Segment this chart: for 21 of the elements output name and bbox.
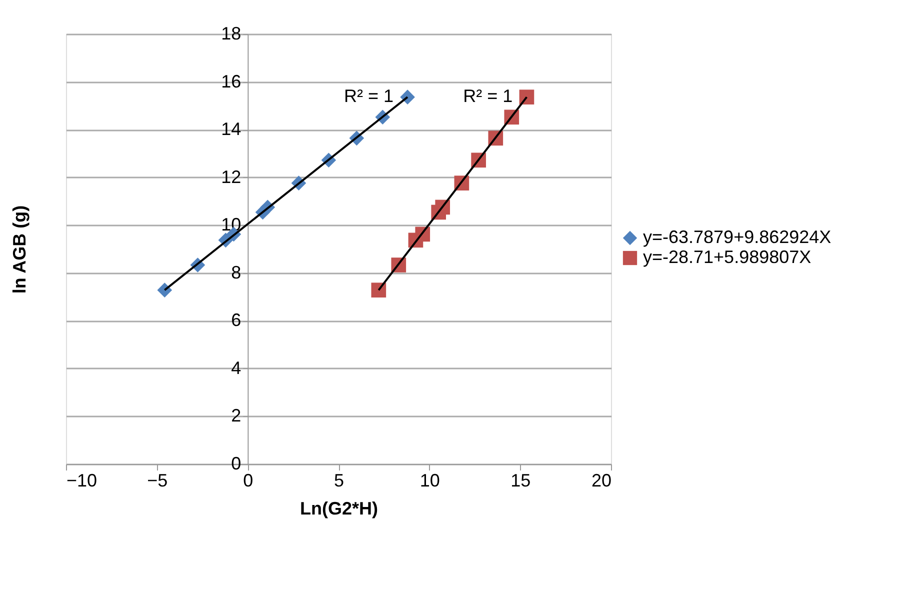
- y-tick-label: 4: [231, 358, 242, 378]
- y-tick-label: 16: [221, 71, 242, 92]
- legend-label: y=-28.71+5.989807X: [643, 247, 812, 267]
- annotation: R² = 1: [344, 86, 394, 106]
- annotation: R² = 1: [463, 86, 513, 106]
- y-tick-label: 8: [231, 262, 242, 282]
- y-tick-label: 2: [231, 406, 242, 426]
- x-axis-title: Ln(G2*H): [300, 498, 378, 518]
- x-tick-label: 15: [510, 470, 531, 490]
- y-tick-label: 14: [221, 119, 242, 140]
- x-tick-label: 10: [420, 470, 440, 490]
- x-tick-label: −10: [66, 470, 98, 490]
- x-tick-label: 5: [334, 470, 344, 490]
- x-tick-label: 20: [591, 470, 612, 490]
- x-tick-label: −5: [147, 470, 168, 490]
- y-tick-label: 6: [231, 310, 242, 330]
- y-axis-title: ln AGB (g): [9, 205, 30, 294]
- y-tick-label: 12: [221, 166, 242, 187]
- legend-label: y=-63.7879+9.862924X: [643, 227, 832, 247]
- y-tick-label: 18: [221, 24, 242, 44]
- y-tick-label: 0: [231, 454, 242, 474]
